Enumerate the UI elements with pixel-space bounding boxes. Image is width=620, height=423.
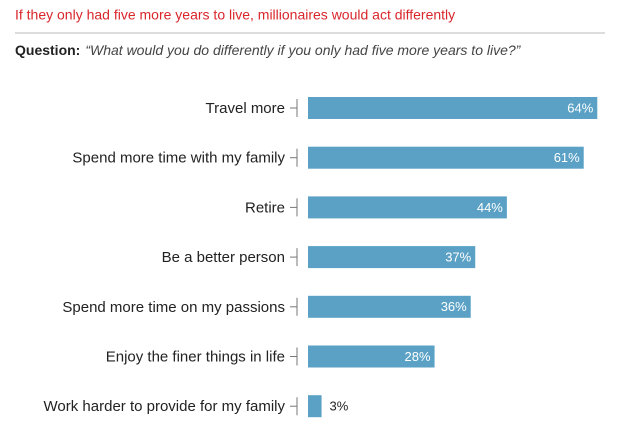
value-label: 64% [567, 100, 593, 115]
category-label: Be a better person [162, 249, 285, 266]
category-label: Spend more time with my family [72, 150, 285, 167]
bar [308, 97, 598, 119]
bar [308, 246, 476, 269]
subtitle: Question: “What would you do differently … [15, 42, 522, 58]
category-label: Retire [245, 199, 285, 216]
question-label: Question: [15, 42, 80, 58]
value-label: 44% [477, 200, 503, 215]
bar [308, 146, 584, 169]
value-label: 36% [441, 299, 467, 314]
value-label: 61% [554, 150, 580, 165]
category-label: Travel more [206, 100, 285, 117]
category-label: Work harder to provide for my family [44, 398, 286, 415]
bar [308, 196, 507, 219]
bar [308, 345, 435, 368]
value-label: 28% [405, 349, 431, 364]
value-label: 37% [445, 250, 471, 265]
bar [308, 395, 322, 418]
category-label: Enjoy the finer things in life [106, 348, 285, 365]
value-label: 3% [330, 399, 349, 414]
chart-title: If they only had five more years to live… [15, 7, 455, 23]
bar [308, 295, 471, 318]
question: “What would you do differently if you on… [85, 42, 521, 58]
category-label: Spend more time on my passions [62, 299, 285, 316]
